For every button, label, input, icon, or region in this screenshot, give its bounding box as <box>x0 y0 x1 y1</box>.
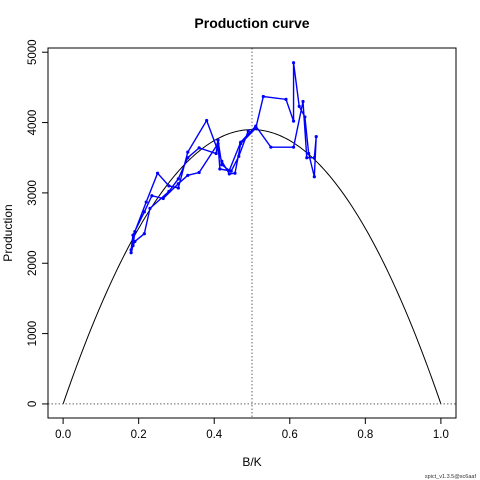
series-point <box>176 177 180 181</box>
series-point <box>220 159 224 163</box>
series-point <box>312 156 316 160</box>
series-point <box>129 248 133 252</box>
series-point <box>269 145 273 149</box>
series-point <box>186 156 190 160</box>
series-point <box>133 239 137 244</box>
series-point <box>142 210 146 214</box>
series-point <box>301 99 305 104</box>
x-tick-label: 0.8 <box>357 429 373 441</box>
footnote: spict_v1.3.5@sc6aaf <box>425 474 477 480</box>
series-point <box>176 186 180 190</box>
chart-title: Production curve <box>194 15 309 31</box>
y-tick-label: 4000 <box>27 110 39 136</box>
series-group <box>129 61 318 255</box>
y-tick-label: 2000 <box>27 250 39 276</box>
series-point <box>129 251 133 255</box>
series-point <box>167 184 171 188</box>
x-tick-label: 0.2 <box>131 429 147 441</box>
series-point <box>307 151 311 156</box>
series-point <box>284 97 288 101</box>
y-axis-label: Production <box>1 204 15 261</box>
series-point <box>197 146 201 150</box>
series-point <box>261 94 265 99</box>
series-point <box>176 182 180 186</box>
y-tick-label: 5000 <box>27 39 39 65</box>
series-point <box>239 140 243 144</box>
y-tick-label: 3000 <box>27 180 39 206</box>
series-point <box>303 115 307 119</box>
x-tick-label: 1.0 <box>433 429 449 441</box>
series-point <box>229 169 233 173</box>
series-point <box>237 154 241 158</box>
series-point <box>312 175 316 179</box>
x-tick-label: 0.6 <box>282 429 298 441</box>
series-point <box>291 119 296 123</box>
series-point <box>167 189 171 194</box>
series-point <box>186 150 190 154</box>
series-point <box>161 196 165 201</box>
series-point <box>305 156 309 160</box>
series-point <box>216 142 220 146</box>
reference-lines <box>48 48 456 418</box>
x-axis-label: B/K <box>242 455 261 469</box>
x-tick-label: 0.0 <box>55 429 71 441</box>
series-point <box>233 171 237 175</box>
series-point <box>220 163 224 167</box>
series-point <box>227 172 231 176</box>
series-point <box>148 206 152 210</box>
series-point <box>218 167 222 171</box>
series-point <box>205 118 209 123</box>
series-point <box>291 145 296 149</box>
series-point <box>144 200 148 204</box>
series-point <box>131 244 135 248</box>
axes: 0.0 0.2 0.4 0.6 0.8 1.0 0 1000 2000 3000 4000 5000 <box>27 39 449 441</box>
y-tick-label: 1000 <box>27 321 39 347</box>
series-point <box>246 129 250 133</box>
series-line <box>130 62 317 253</box>
series-point <box>254 124 258 128</box>
series-point <box>197 170 201 175</box>
series-point <box>155 171 160 175</box>
series-point <box>216 138 220 142</box>
series-point <box>150 194 154 198</box>
series-point <box>142 232 146 236</box>
series-point <box>133 229 137 234</box>
plot-frame <box>47 47 457 419</box>
series-point <box>314 135 318 139</box>
y-tick-label: 0 <box>27 401 39 407</box>
x-tick-label: 0.4 <box>206 429 223 441</box>
series-point <box>131 233 135 237</box>
series-point <box>214 151 218 156</box>
series-point <box>291 61 296 65</box>
series-point <box>186 173 190 177</box>
series-point <box>297 104 301 108</box>
